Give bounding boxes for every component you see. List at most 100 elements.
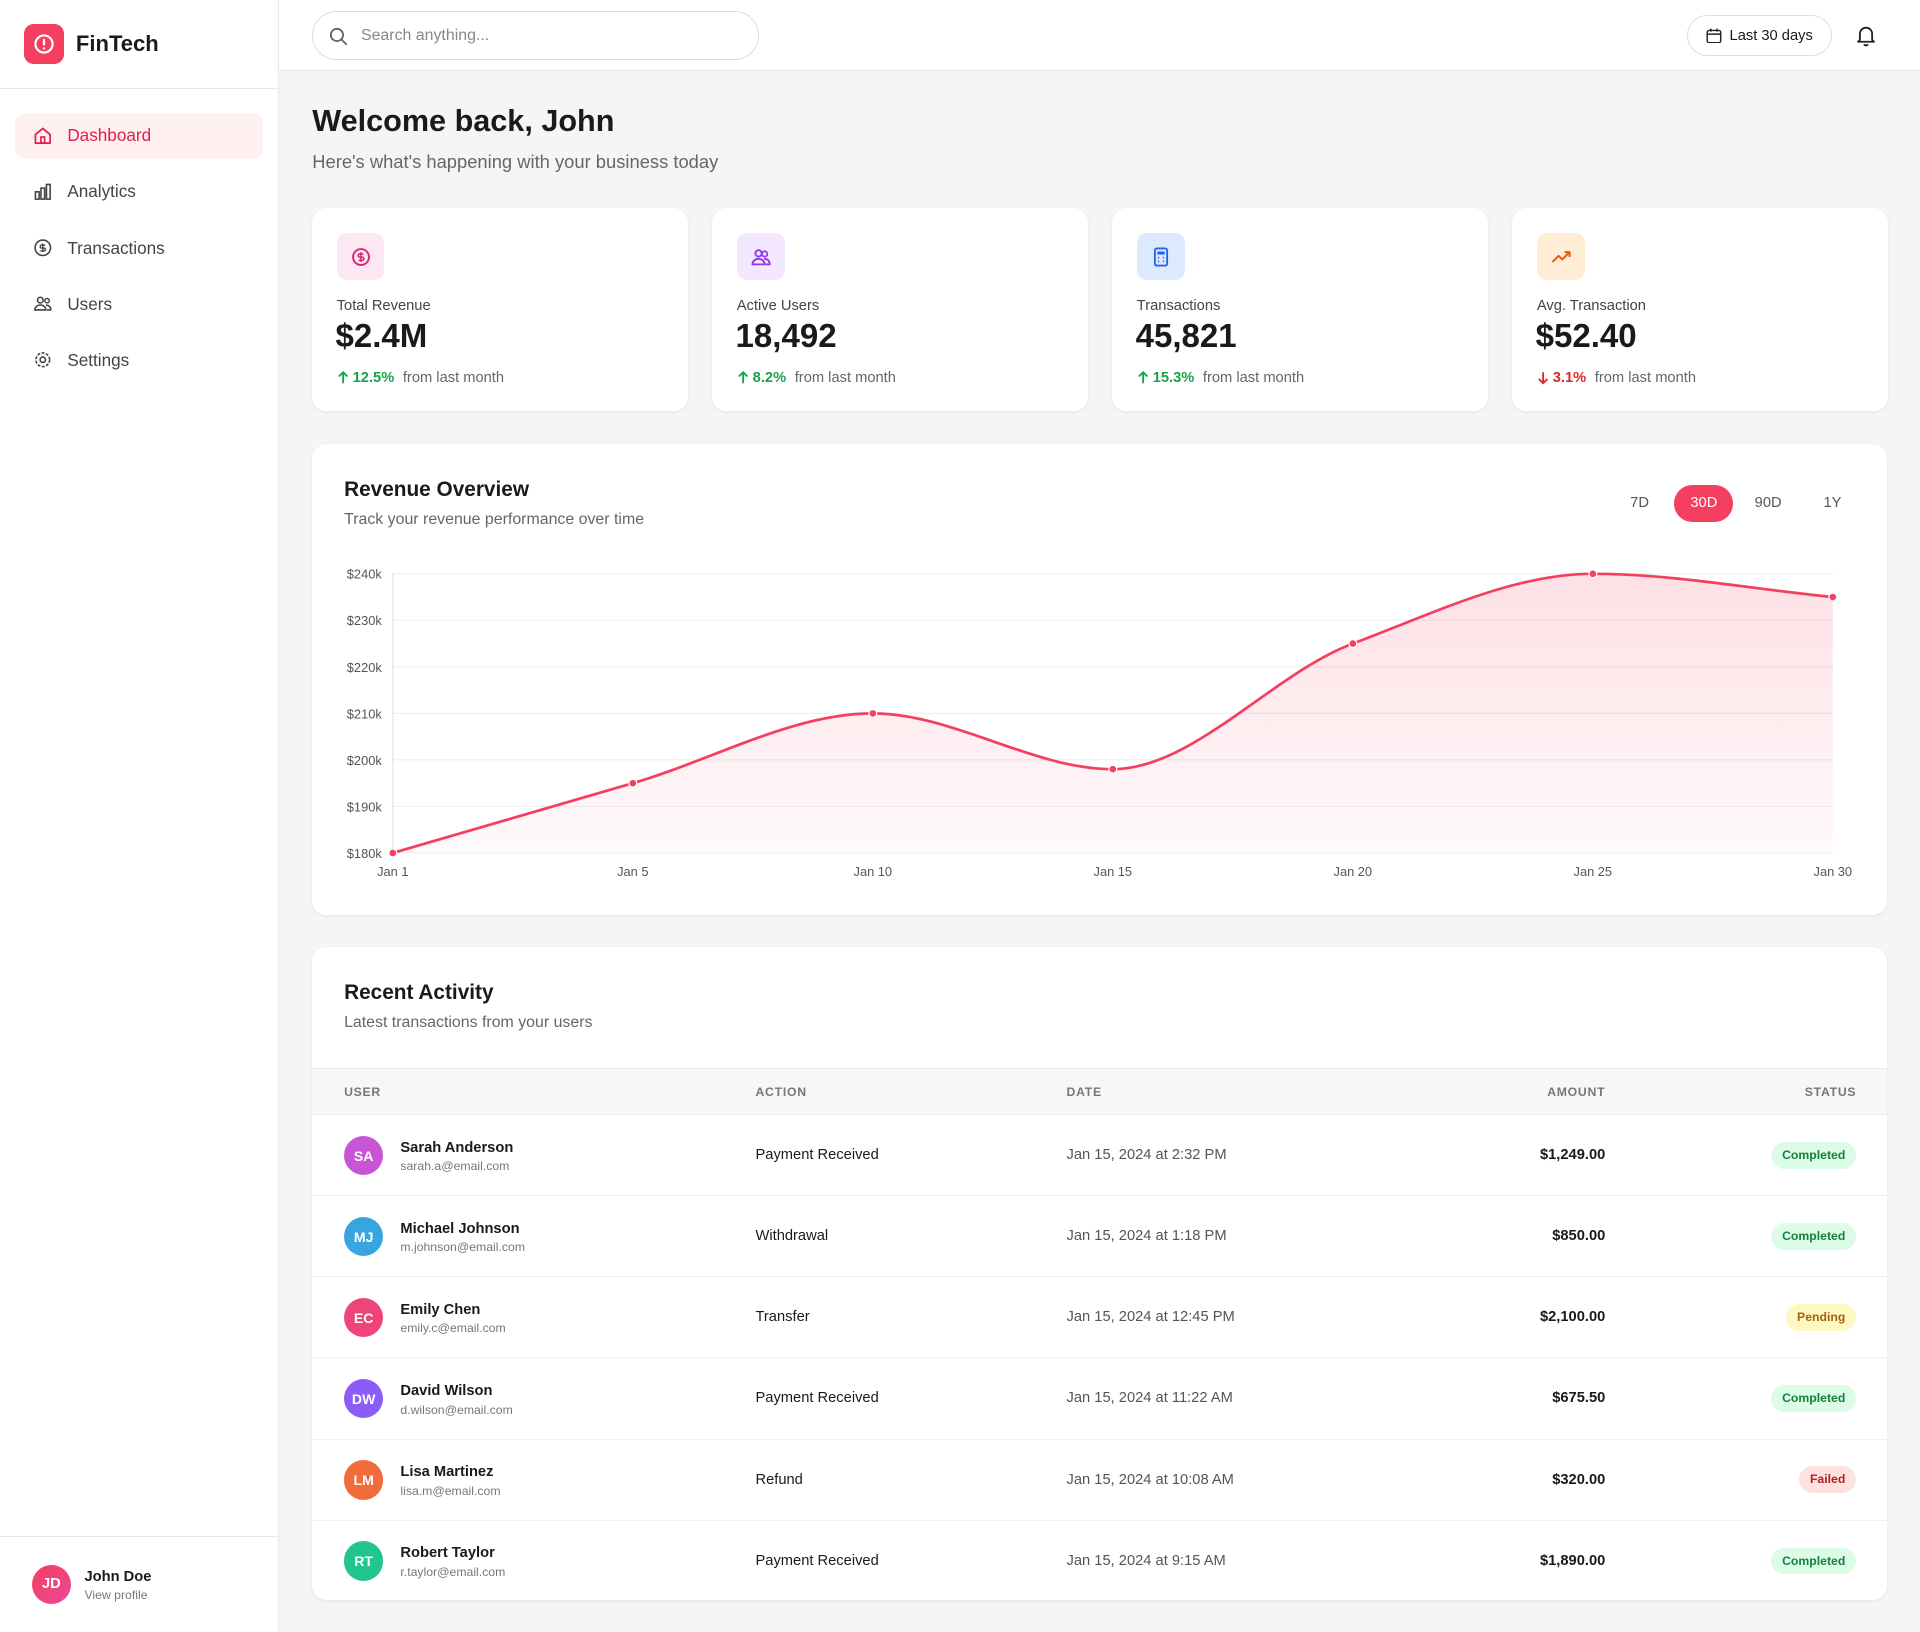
user-name: Robert Taylor — [400, 1545, 494, 1561]
search-placeholder: Search anything... — [361, 27, 489, 45]
nav-label: Analytics — [67, 181, 136, 202]
trend-arrow — [337, 371, 349, 384]
welcome-subtitle: Here's what's happening with your busine… — [312, 151, 718, 173]
table-row: DW David Wilson d.wilson@email.com Payment … — [312, 1357, 1887, 1438]
logo-icon — [33, 33, 55, 55]
nav-label: Dashboard — [67, 125, 151, 146]
nav-label: Transactions — [67, 238, 164, 259]
stat-value: $2.4M — [335, 318, 427, 356]
status-badge: Pending — [1786, 1304, 1856, 1331]
amount: $1,890.00 — [1540, 1521, 1605, 1601]
x-tick-label: Jan 30 — [1814, 865, 1853, 880]
table-row: LMLisa Martinezlisa.m@email.comRefundJan… — [312, 1439, 1887, 1520]
y-tick-label: $190k — [347, 800, 383, 815]
trend-arrow — [1137, 371, 1149, 384]
x-tick-label: Jan 20 — [1334, 865, 1373, 880]
nav-item[interactable]: Transactions — [15, 225, 264, 272]
date: Jan 15, 2024 at 9:15 AM — [1067, 1521, 1226, 1601]
user-email: d.wilson@email.com — [400, 1403, 512, 1417]
table-header: USERACTIONDATEAMOUNTSTATUS — [312, 1068, 1887, 1116]
amount: $320.00 — [1552, 1440, 1605, 1521]
stat-change-value: 3.1% — [1553, 370, 1586, 386]
stat-value: 45,821 — [1136, 318, 1237, 356]
trend-arrow — [1537, 371, 1549, 384]
user-name: Lisa Martinez — [400, 1464, 493, 1480]
stat-change-note: from last month — [1203, 370, 1304, 386]
nav-item[interactable]: Settings — [15, 337, 264, 384]
range-button[interactable]: 90D — [1739, 485, 1798, 522]
amount: $850.00 — [1552, 1196, 1605, 1277]
column-header: STATUS — [1805, 1069, 1857, 1116]
nav-icon — [33, 294, 53, 314]
user-name: David Wilson — [400, 1383, 492, 1399]
avatar: MJ — [344, 1217, 383, 1256]
y-tick-label: $200k — [347, 753, 383, 768]
date: Jan 15, 2024 at 2:32 PM — [1067, 1115, 1227, 1196]
search-box[interactable]: Search anything... — [312, 11, 759, 60]
date: Jan 15, 2024 at 11:22 AM — [1067, 1358, 1233, 1439]
date: Jan 15, 2024 at 12:45 PM — [1067, 1277, 1235, 1358]
amount: $1,249.00 — [1540, 1115, 1605, 1196]
sidebar: FinTech JD John Doe View profile Dashboa… — [0, 0, 279, 1632]
y-tick-label: $230k — [347, 614, 383, 629]
date: Jan 15, 2024 at 1:18 PM — [1067, 1196, 1227, 1277]
activity-subtitle: Latest transactions from your users — [344, 1014, 592, 1032]
activity-title: Recent Activity — [344, 981, 493, 1005]
user-email: sarah.a@email.com — [400, 1159, 509, 1173]
status-badge: Completed — [1771, 1223, 1856, 1250]
user-avatar[interactable]: JD — [32, 1565, 71, 1604]
user-name: Michael Johnson — [400, 1221, 519, 1237]
range-button[interactable]: 7D — [1610, 485, 1669, 522]
nav-label: Users — [67, 294, 112, 315]
stat-change: 3.1%from last month — [1537, 370, 1696, 386]
stat-change-value: 12.5% — [353, 370, 395, 386]
profile-link[interactable]: View profile — [84, 1588, 147, 1602]
nav-icon — [33, 238, 53, 258]
range-button[interactable]: 30D — [1674, 485, 1733, 522]
brand: FinTech — [76, 31, 159, 57]
stat-value: 18,492 — [736, 318, 837, 356]
nav-item[interactable]: Users — [15, 281, 264, 328]
point — [1109, 766, 1117, 774]
stat-change-value: 8.2% — [753, 370, 786, 386]
point — [1589, 570, 1597, 578]
range-button[interactable]: 1Y — [1803, 485, 1862, 522]
column-header: DATE — [1067, 1069, 1102, 1116]
action: Withdrawal — [755, 1196, 828, 1277]
user-name: John Doe — [84, 1569, 151, 1585]
y-tick-label: $240k — [347, 567, 383, 582]
point — [1349, 640, 1357, 648]
avatar: DW — [344, 1379, 383, 1418]
user-email: emily.c@email.com — [400, 1321, 505, 1335]
stat-label: Avg. Transaction — [1537, 298, 1646, 314]
stat-glyph — [1550, 246, 1572, 268]
nav-icon — [33, 350, 53, 370]
amount: $2,100.00 — [1540, 1277, 1605, 1358]
stat-glyph — [750, 246, 772, 268]
stat-label: Transactions — [1137, 298, 1221, 314]
avatar: EC — [344, 1298, 383, 1337]
column-header: AMOUNT — [1547, 1069, 1605, 1116]
topbar: Search anything... Last 30 days — [279, 0, 1920, 71]
avatar: SA — [344, 1136, 383, 1175]
stat-glyph — [1150, 246, 1172, 268]
stat-label: Total Revenue — [337, 298, 431, 314]
avatar: RT — [344, 1541, 383, 1580]
action: Payment Received — [755, 1358, 878, 1439]
nav-item[interactable]: Dashboard — [15, 113, 264, 160]
stat-change: 8.2%from last month — [737, 370, 896, 386]
date-range-button[interactable]: Last 30 days — [1687, 15, 1831, 57]
action: Transfer — [755, 1277, 809, 1358]
notification-bell[interactable] — [1855, 24, 1877, 46]
user-name: Sarah Anderson — [400, 1140, 513, 1156]
x-tick-label: Jan 25 — [1574, 865, 1613, 880]
user-email: m.johnson@email.com — [400, 1240, 525, 1254]
stat-glyph — [350, 246, 372, 268]
amount: $675.50 — [1552, 1358, 1605, 1439]
x-tick-label: Jan 10 — [854, 865, 893, 880]
status-badge: Completed — [1771, 1548, 1856, 1575]
nav-item[interactable]: Analytics — [15, 169, 264, 216]
